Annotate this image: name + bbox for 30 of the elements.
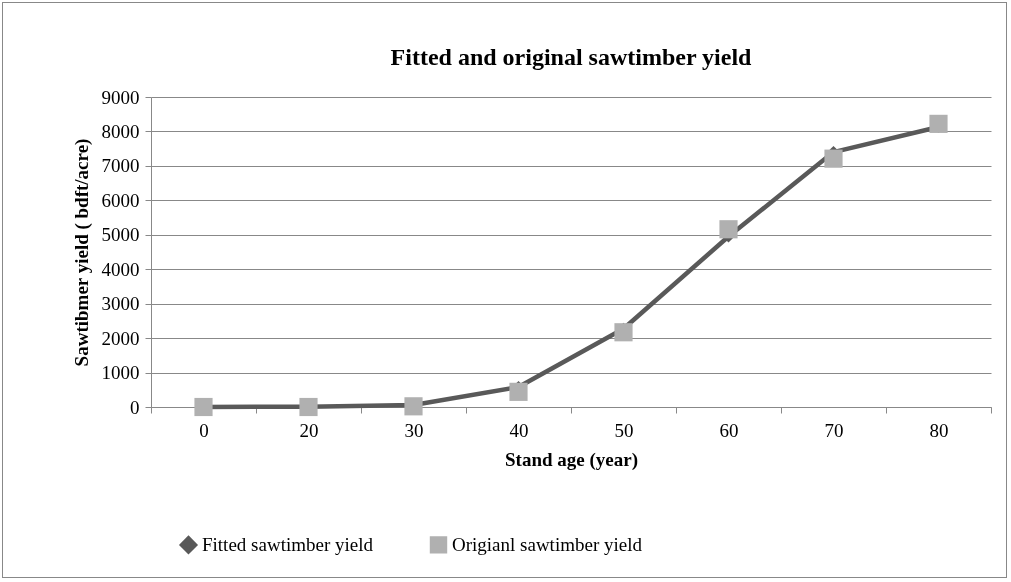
point [404,397,423,416]
y-tick-label: 6000 [101,189,140,211]
y-tick-label: 8000 [101,120,140,142]
y-tick-label: 9000 [101,86,140,108]
point [929,114,948,133]
point [614,323,633,342]
y-tick-label: 7000 [101,155,140,177]
legend-label: Fitted sawtimber yield [202,533,374,555]
x-tick-label: 70 [824,419,844,441]
point [299,397,318,417]
x-tick-label: 40 [509,419,529,441]
point [719,220,738,239]
y-tick-label: 0 [130,396,140,418]
y-tick-label: 2000 [101,327,140,349]
point [824,149,843,168]
y-tick-label: 1000 [101,362,140,384]
y-tick-label: 4000 [101,258,140,280]
chart-title: Fitted and original sawtimber yield [390,44,753,70]
x-tick-label: 80 [929,419,949,441]
y-tick-label: 5000 [101,224,140,246]
legend-label: Origianl sawtimber yield [452,533,643,555]
x-axis-title: Stand age (year) [505,448,638,471]
x-tick-label: 60 [719,419,739,441]
x-tick-label: 20 [299,419,319,441]
x-tick-label: 0 [199,419,209,441]
point [509,382,528,401]
x-tick-label: 50 [614,419,634,441]
x-tick-label: 30 [404,419,424,441]
y-tick-label: 3000 [101,293,140,315]
y-axis-title: Sawtibmer yield ( bdft/acre) [70,138,93,367]
